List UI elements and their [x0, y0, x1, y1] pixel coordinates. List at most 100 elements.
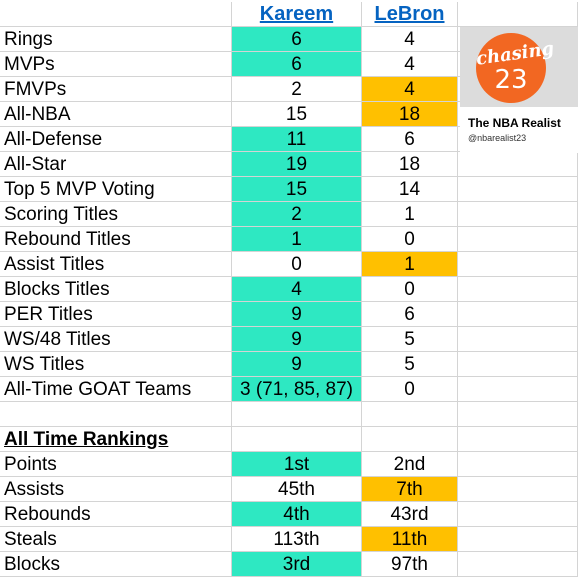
- row-label[interactable]: Blocks Titles: [0, 277, 232, 302]
- lebron-value[interactable]: 4: [362, 52, 458, 77]
- table-row: Steals 113th 11th: [0, 527, 578, 552]
- lebron-value[interactable]: 11th: [362, 527, 458, 552]
- kareem-value[interactable]: 4: [232, 277, 362, 302]
- kareem-value[interactable]: 11: [232, 127, 362, 152]
- table-row: All-Time GOAT Teams 3 (71, 85, 87) 0: [0, 377, 578, 402]
- kareem-value[interactable]: 45th: [232, 477, 362, 502]
- table-row: Blocks 3rd 97th: [0, 552, 578, 577]
- blank-cell: [232, 402, 362, 427]
- row-label[interactable]: Top 5 MVP Voting: [0, 177, 232, 202]
- row-label[interactable]: Assist Titles: [0, 252, 232, 277]
- table-row: Rebounds 4th 43rd: [0, 502, 578, 527]
- row-label[interactable]: Assists: [0, 477, 232, 502]
- empty-cell: [458, 177, 578, 202]
- lebron-value[interactable]: 6: [362, 127, 458, 152]
- table-row: WS/48 Titles 9 5: [0, 327, 578, 352]
- row-label[interactable]: All-NBA: [0, 102, 232, 127]
- empty-cell: [458, 552, 578, 577]
- empty-cell: [458, 477, 578, 502]
- chasing23-logo: chasing 23 The NBA Realist @nbarealist23: [460, 27, 578, 153]
- kareem-value[interactable]: 1st: [232, 452, 362, 477]
- row-label[interactable]: Points: [0, 452, 232, 477]
- kareem-value[interactable]: 3rd: [232, 552, 362, 577]
- rankings-title: All Time Rankings: [0, 427, 232, 452]
- row-label[interactable]: Steals: [0, 527, 232, 552]
- kareem-value[interactable]: 2: [232, 202, 362, 227]
- table-row: Points 1st 2nd: [0, 452, 578, 477]
- row-label[interactable]: WS Titles: [0, 352, 232, 377]
- lebron-value[interactable]: 18: [362, 102, 458, 127]
- lebron-value[interactable]: 7th: [362, 477, 458, 502]
- row-label[interactable]: FMVPs: [0, 77, 232, 102]
- kareem-value[interactable]: 113th: [232, 527, 362, 552]
- lebron-value[interactable]: 0: [362, 277, 458, 302]
- lebron-value[interactable]: 5: [362, 352, 458, 377]
- empty-cell: [458, 227, 578, 252]
- table-row: All-Star 19 18: [0, 152, 578, 177]
- header-lebron[interactable]: LeBron: [362, 2, 458, 27]
- kareem-value[interactable]: 9: [232, 327, 362, 352]
- logo-handle: @nbarealist23: [468, 133, 527, 143]
- header-kareem[interactable]: Kareem: [232, 2, 362, 27]
- lebron-value[interactable]: 0: [362, 227, 458, 252]
- row-label[interactable]: Rebounds: [0, 502, 232, 527]
- row-label[interactable]: PER Titles: [0, 302, 232, 327]
- kareem-value[interactable]: 9: [232, 302, 362, 327]
- row-label[interactable]: Rings: [0, 27, 232, 52]
- kareem-value[interactable]: 15: [232, 177, 362, 202]
- empty-cell: [458, 377, 578, 402]
- blank-cell: [0, 402, 232, 427]
- lebron-value[interactable]: 5: [362, 327, 458, 352]
- kareem-value[interactable]: 9: [232, 352, 362, 377]
- table-row: All-NBA 15 18: [0, 102, 578, 127]
- kareem-value[interactable]: 6: [232, 52, 362, 77]
- empty-cell: [458, 352, 578, 377]
- row-label[interactable]: All-Defense: [0, 127, 232, 152]
- empty-cell: [458, 252, 578, 277]
- kareem-value[interactable]: 1: [232, 227, 362, 252]
- empty-cell: [458, 277, 578, 302]
- row-label[interactable]: Blocks: [0, 552, 232, 577]
- blank-row: [0, 402, 578, 427]
- lebron-value[interactable]: 14: [362, 177, 458, 202]
- blank-cell: [362, 402, 458, 427]
- lebron-value[interactable]: 18: [362, 152, 458, 177]
- logo-brand: The NBA Realist: [468, 116, 561, 130]
- table-row: All-Defense 11 6: [0, 127, 578, 152]
- table-row: Assists 45th 7th: [0, 477, 578, 502]
- header-row: Kareem LeBron: [0, 2, 578, 27]
- row-label[interactable]: Scoring Titles: [0, 202, 232, 227]
- lebron-value[interactable]: 2nd: [362, 452, 458, 477]
- kareem-value[interactable]: 19: [232, 152, 362, 177]
- row-label[interactable]: All-Time GOAT Teams: [0, 377, 232, 402]
- empty-cell: [458, 527, 578, 552]
- table-row: WS Titles 9 5: [0, 352, 578, 377]
- empty-cell: [458, 202, 578, 227]
- row-label[interactable]: WS/48 Titles: [0, 327, 232, 352]
- rankings-title-row: All Time Rankings: [0, 427, 578, 452]
- lebron-value[interactable]: 4: [362, 27, 458, 52]
- empty-cell: [458, 452, 578, 477]
- lebron-value[interactable]: 4: [362, 77, 458, 102]
- blank-cell: [458, 427, 578, 452]
- lebron-value[interactable]: 97th: [362, 552, 458, 577]
- kareem-value[interactable]: 2: [232, 77, 362, 102]
- kareem-value[interactable]: 0: [232, 252, 362, 277]
- row-label[interactable]: All-Star: [0, 152, 232, 177]
- lebron-value[interactable]: 1: [362, 252, 458, 277]
- lebron-value[interactable]: 1: [362, 202, 458, 227]
- kareem-value[interactable]: 6: [232, 27, 362, 52]
- table-row: Assist Titles 0 1: [0, 252, 578, 277]
- lebron-value[interactable]: 43rd: [362, 502, 458, 527]
- blank-cell: [232, 427, 362, 452]
- table-row: Rebound Titles 1 0: [0, 227, 578, 252]
- row-label[interactable]: MVPs: [0, 52, 232, 77]
- kareem-value[interactable]: 3 (71, 85, 87): [232, 377, 362, 402]
- kareem-value[interactable]: 4th: [232, 502, 362, 527]
- row-label[interactable]: Rebound Titles: [0, 227, 232, 252]
- kareem-value[interactable]: 15: [232, 102, 362, 127]
- lebron-value[interactable]: 6: [362, 302, 458, 327]
- table-row: FMVPs 2 4: [0, 77, 578, 102]
- empty-cell: [458, 327, 578, 352]
- lebron-value[interactable]: 0: [362, 377, 458, 402]
